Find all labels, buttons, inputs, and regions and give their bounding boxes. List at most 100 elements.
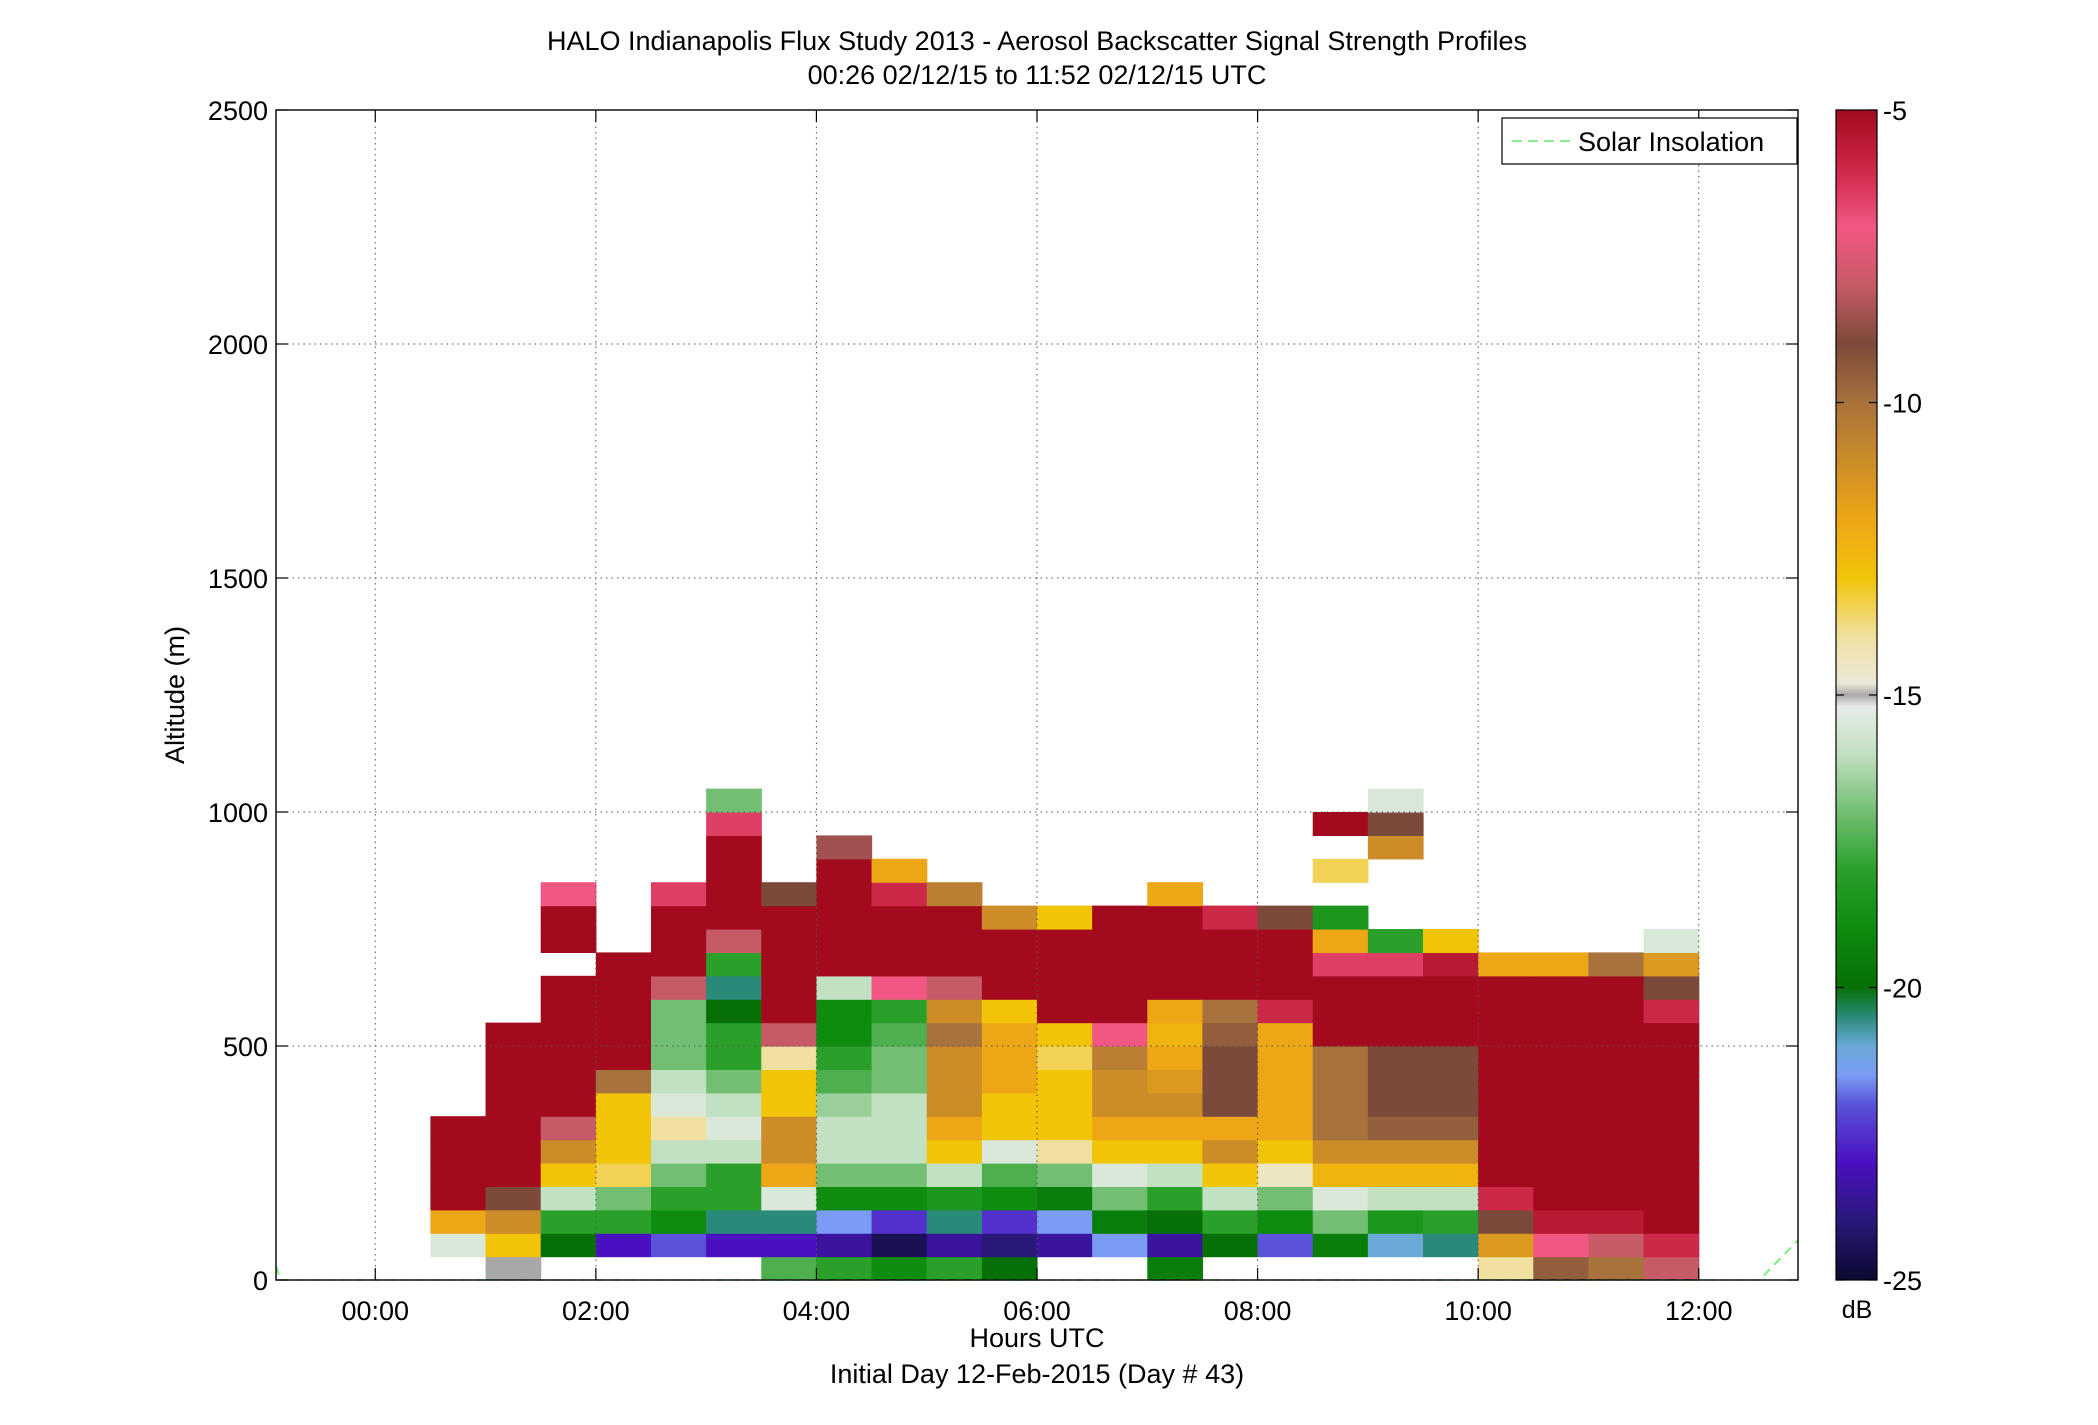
heatmap-cell (871, 882, 928, 907)
heatmap-cell (1312, 975, 1369, 1000)
heatmap-cell (816, 1186, 873, 1211)
heatmap-cell (650, 1046, 707, 1070)
heatmap-cell (706, 1046, 762, 1070)
heatmap-cell (761, 999, 818, 1024)
heatmap-cell (540, 975, 597, 1000)
y-tick-label: 500 (223, 1032, 268, 1062)
heatmap-cell (650, 952, 707, 977)
heatmap-cell (761, 1046, 818, 1070)
heatmap-cell (650, 1069, 707, 1094)
heatmap-cell (926, 1163, 983, 1187)
heatmap-cell (1312, 1139, 1369, 1164)
heatmap-cell (1037, 952, 1093, 977)
heatmap-cell (540, 1069, 597, 1094)
heatmap-cell (1367, 788, 1424, 813)
heatmap-cell (1257, 1069, 1314, 1094)
heatmap-cell (1643, 1116, 1700, 1141)
heatmap-cell (430, 1233, 487, 1258)
heatmap-cell (706, 929, 762, 953)
heatmap-cell (595, 1233, 652, 1258)
heatmap-cell (1367, 1139, 1424, 1164)
heatmap-cell (871, 1209, 928, 1234)
heatmap-cell (706, 882, 762, 907)
heatmap-cell (871, 1069, 928, 1094)
heatmap-cell (1092, 1139, 1148, 1164)
heatmap-cell (1588, 1069, 1645, 1094)
colorbar-tick-label: -25 (1883, 1266, 1922, 1296)
heatmap-cell (1423, 1069, 1479, 1094)
x-tick-label: 08:00 (1224, 1296, 1292, 1326)
legend: Solar Insolation (1501, 117, 1798, 165)
x-tick-labels: 00:00 02:00 04:00 06:00 08:00 10:00 12:00 (341, 1296, 1732, 1326)
heatmap-cell (485, 1209, 542, 1234)
heatmap-cell (595, 1163, 652, 1187)
heatmap-cell (871, 1233, 928, 1258)
heatmap-cell (1147, 1209, 1204, 1234)
heatmap-cell (1367, 1022, 1424, 1047)
heatmap-cell (650, 882, 707, 907)
y-tick-label: 1000 (208, 798, 268, 828)
x-tick-label: 04:00 (783, 1296, 851, 1326)
heatmap-cell (1643, 1139, 1700, 1164)
heatmap-cell (871, 858, 928, 883)
heatmap-cell (1643, 1186, 1700, 1211)
heatmap-cell (926, 999, 983, 1024)
heatmap-cell (1092, 999, 1148, 1024)
heatmap-cell (816, 1092, 873, 1117)
heatmap-cell (706, 1186, 762, 1211)
heatmap-cell (1643, 999, 1700, 1024)
heatmap-cell (761, 929, 818, 953)
heatmap-cell (1588, 1186, 1645, 1211)
heatmap-cell (540, 905, 597, 930)
heatmap-cell (706, 1209, 762, 1234)
colorbar-unit-label: dB (1842, 1296, 1873, 1324)
heatmap-cell (706, 975, 762, 1000)
heatmap-cell (1367, 929, 1424, 953)
heatmap-cell (1312, 1092, 1369, 1117)
heatmap-cell (430, 1209, 487, 1234)
heatmap-cell (1092, 1209, 1148, 1234)
colorbar: -5 -10 -15 -20 -25 dB (1835, 96, 1922, 1324)
heatmap-cell (981, 975, 1038, 1000)
heatmap-cell (1092, 1069, 1148, 1094)
heatmap-cell (706, 788, 762, 813)
heatmap-cell (1643, 1022, 1700, 1047)
heatmap-cell (540, 999, 597, 1024)
y-tick-label: 0 (253, 1266, 268, 1296)
heatmap-cell (1202, 929, 1259, 953)
heatmap-cell (1092, 1116, 1148, 1141)
heatmap-cell (1312, 858, 1369, 883)
heatmap-cell (1643, 952, 1700, 977)
heatmap-cell (1588, 1256, 1645, 1281)
heatmap-cell (1312, 1069, 1369, 1094)
heatmap-cell (981, 1233, 1038, 1258)
heatmap-cell (1312, 812, 1369, 836)
x-tick-label: 06:00 (1003, 1296, 1071, 1326)
heatmap-cell (1257, 975, 1314, 1000)
heatmap-cell (540, 929, 597, 953)
heatmap-cell (1478, 1186, 1534, 1211)
heatmap-cell (926, 905, 983, 930)
heatmap-cell (816, 1022, 873, 1047)
heatmap-cell (1202, 1022, 1259, 1047)
heatmap-cell (1533, 1069, 1590, 1094)
heatmap-cell (1643, 1209, 1700, 1234)
heatmap-cell (871, 1139, 928, 1164)
heatmap-cell (706, 905, 762, 930)
heatmap-cell (816, 999, 873, 1024)
heatmap-cell (1478, 1092, 1534, 1117)
heatmap-cell (1423, 1022, 1479, 1047)
heatmap-cell (816, 1163, 873, 1187)
heatmap-cell (706, 1163, 762, 1187)
heatmap-cell (871, 1116, 928, 1141)
heatmap-cell (816, 1233, 873, 1258)
heatmap-cell (761, 1069, 818, 1094)
heatmap-cell (1037, 929, 1093, 953)
heatmap-cell (926, 952, 983, 977)
heatmap-cell (1533, 952, 1590, 977)
heatmap-cell (871, 905, 928, 930)
heatmap-cell (540, 1116, 597, 1141)
heatmap-cell (1257, 1139, 1314, 1164)
heatmap-cell (1202, 1139, 1259, 1164)
heatmap-cell (1257, 1186, 1314, 1211)
